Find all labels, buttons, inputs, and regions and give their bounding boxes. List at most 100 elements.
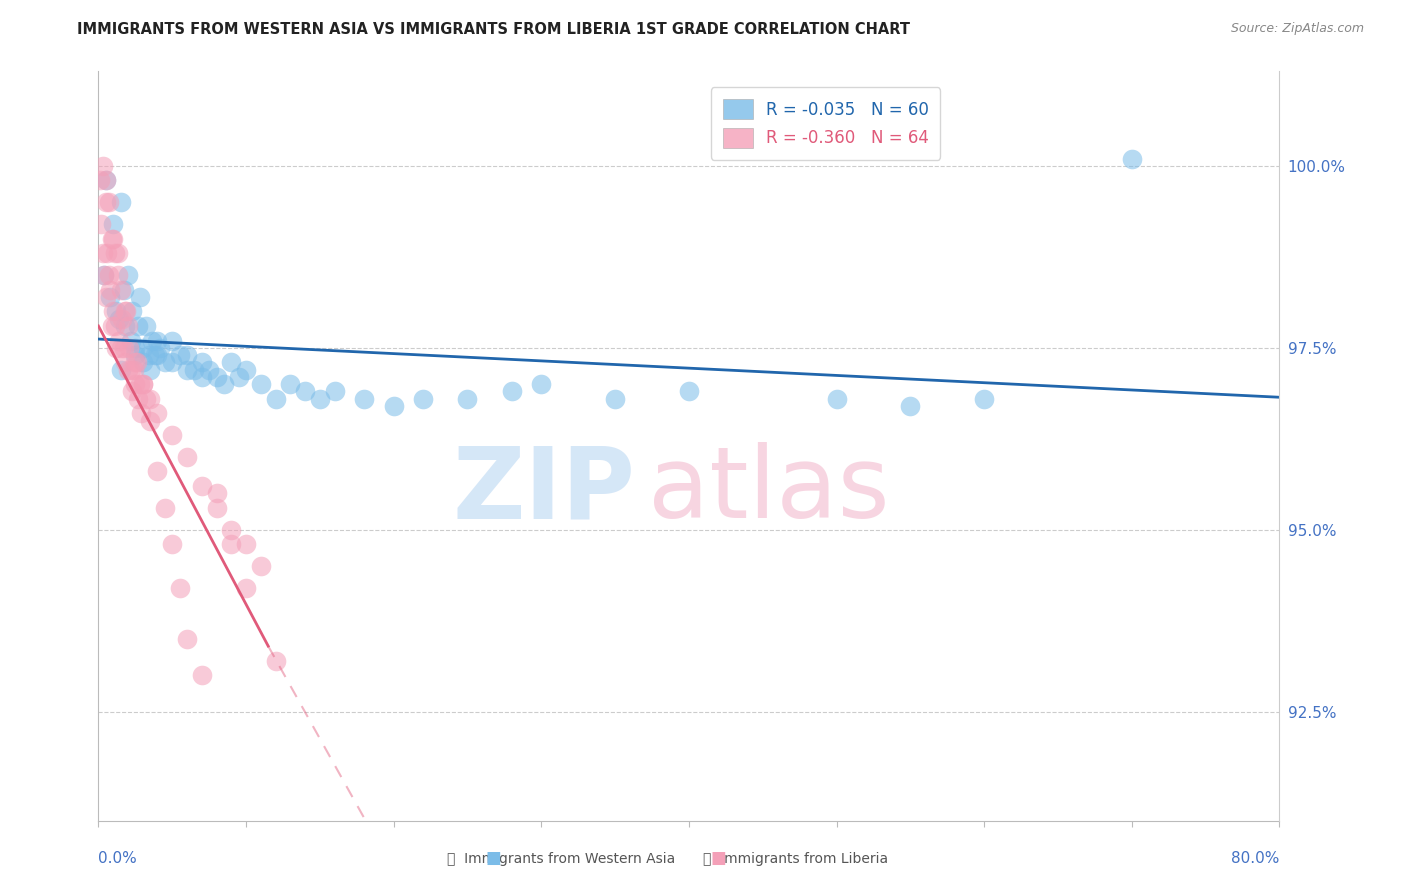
Point [115,304,138,318]
Point [162,537,183,551]
Point [353,392,375,406]
Point [825,392,848,406]
Point [90,217,112,231]
Point [221,523,243,537]
Point [114,318,136,333]
Point [280,377,302,392]
Point [135,318,157,333]
Point [530,377,553,392]
Point [120,362,142,376]
Point [228,370,250,384]
Point [114,304,136,318]
Point [191,479,214,493]
Point [205,486,228,500]
Point [114,355,136,369]
Point [501,384,523,399]
Point [198,362,221,376]
Point [135,392,157,406]
Point [146,465,169,479]
Point [176,348,198,362]
Point [162,334,183,348]
Point [97,268,120,282]
Point [121,304,143,318]
Point [93,268,115,282]
Point [104,318,127,333]
Point [91,246,114,260]
Point [105,304,128,318]
Point [250,559,273,574]
Point [235,362,257,376]
Point [98,290,121,304]
Point [110,195,132,210]
Point [162,428,183,442]
Text: Source: ZipAtlas.com: Source: ZipAtlas.com [1230,22,1364,36]
Point [103,232,125,246]
Point [221,537,243,551]
Point [323,384,346,399]
Point [205,370,228,384]
Point [169,581,191,595]
Point [973,392,995,406]
Point [89,173,111,187]
Point [221,355,243,369]
Point [900,399,922,413]
Point [132,355,155,369]
Point [191,370,214,384]
Point [146,334,169,348]
Point [457,392,479,406]
Point [103,304,125,318]
Point [212,377,235,392]
Point [235,581,257,595]
Point [110,362,132,376]
Text: 0.0%: 0.0% [98,852,138,866]
Point [121,384,143,399]
Text: ■: ■ [485,849,501,867]
Point [153,500,176,515]
Point [139,392,162,406]
Text: 80.0%: 80.0% [1232,852,1279,866]
Point [103,217,125,231]
Point [176,362,198,376]
Legend: R = -0.035   N = 60, R = -0.360   N = 64: R = -0.035 N = 60, R = -0.360 N = 64 [711,87,941,160]
Point [107,268,129,282]
Point [250,377,273,392]
Point [132,377,155,392]
Point [122,362,145,376]
Point [97,195,120,210]
Point [104,246,127,260]
Point [169,348,191,362]
Point [117,362,139,376]
Point [1121,152,1143,166]
Point [94,195,117,210]
Point [191,355,214,369]
Text: atlas: atlas [648,442,889,540]
Point [111,311,134,326]
Point [149,341,172,355]
Point [205,500,228,515]
Point [93,268,115,282]
Point [108,311,131,326]
Point [191,668,214,682]
Point [183,362,205,376]
Point [143,348,166,362]
Point [98,283,121,297]
Point [235,537,257,551]
Point [128,290,150,304]
Point [124,341,146,355]
Point [128,377,150,392]
Point [264,392,287,406]
Point [127,392,149,406]
Point [141,334,163,348]
Point [110,283,132,297]
Point [162,355,183,369]
Point [132,377,155,392]
Point [127,318,149,333]
Point [120,334,142,348]
Point [124,377,146,392]
Point [117,318,139,333]
Point [132,341,155,355]
Point [94,173,117,187]
Point [110,341,132,355]
Point [112,283,135,297]
Text: ⬛  Immigrants from Western Asia: ⬛ Immigrants from Western Asia [447,853,675,866]
